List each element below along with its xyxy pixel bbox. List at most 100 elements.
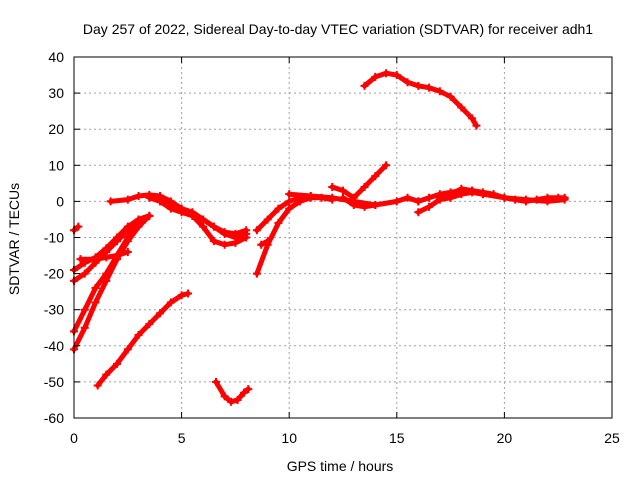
data-point bbox=[252, 226, 261, 235]
data-point bbox=[123, 233, 132, 242]
data-point bbox=[91, 298, 100, 307]
data-point bbox=[360, 182, 369, 191]
data-point bbox=[328, 182, 337, 191]
data-point bbox=[521, 195, 530, 204]
data-point bbox=[468, 114, 477, 123]
data-point bbox=[76, 255, 85, 264]
data-point bbox=[227, 397, 236, 406]
data-point bbox=[500, 193, 509, 202]
series-line-s16 bbox=[329, 162, 389, 201]
x-tick-label: 15 bbox=[389, 430, 405, 446]
data-point bbox=[145, 211, 154, 220]
data-point bbox=[328, 193, 337, 202]
data-point bbox=[145, 193, 154, 202]
data-point bbox=[80, 323, 89, 332]
data-point bbox=[274, 204, 283, 213]
data-point bbox=[134, 215, 143, 224]
data-point bbox=[382, 161, 391, 170]
data-point bbox=[156, 197, 165, 206]
data-point bbox=[382, 69, 391, 78]
data-point bbox=[360, 81, 369, 90]
y-tick-label: 0 bbox=[56, 193, 64, 209]
data-point bbox=[414, 208, 423, 217]
x-tick-label: 10 bbox=[281, 430, 297, 446]
x-tick-label: 0 bbox=[70, 430, 78, 446]
data-point bbox=[242, 226, 251, 235]
data-point bbox=[403, 193, 412, 202]
data-point bbox=[113, 359, 122, 368]
data-point bbox=[425, 202, 434, 211]
data-point bbox=[199, 222, 208, 231]
grid bbox=[74, 57, 612, 418]
series-line-s12 bbox=[254, 195, 335, 277]
data-point bbox=[80, 305, 89, 314]
data-point bbox=[414, 197, 423, 206]
data-point bbox=[134, 330, 143, 339]
data-point bbox=[263, 237, 272, 246]
y-tick-label: -20 bbox=[44, 266, 64, 282]
data-point bbox=[220, 228, 229, 237]
x-tick-label: 5 bbox=[178, 430, 186, 446]
data-point bbox=[166, 298, 175, 307]
data-point bbox=[446, 92, 455, 101]
data-point bbox=[123, 222, 132, 231]
data-point bbox=[177, 204, 186, 213]
data-point bbox=[274, 219, 283, 228]
data-point bbox=[145, 320, 154, 329]
data-point bbox=[102, 253, 111, 262]
data-point bbox=[425, 193, 434, 202]
data-point bbox=[244, 385, 253, 394]
data-point bbox=[285, 190, 294, 199]
data-point bbox=[80, 269, 89, 278]
data-point bbox=[134, 191, 143, 200]
series-line-s21 bbox=[362, 70, 479, 129]
x-axis-label: GPS time / hours bbox=[287, 458, 394, 474]
data-point bbox=[339, 193, 347, 202]
data-point bbox=[371, 201, 380, 210]
data-point bbox=[435, 193, 444, 202]
y-tick-label: -40 bbox=[44, 338, 64, 354]
data-point bbox=[257, 240, 266, 249]
series-line-s7 bbox=[95, 291, 191, 388]
data-point bbox=[123, 345, 132, 354]
data-point bbox=[220, 240, 229, 249]
data-point bbox=[91, 255, 100, 264]
x-tick-label: 20 bbox=[497, 430, 513, 446]
x-tick-label: 25 bbox=[604, 430, 620, 446]
data-point bbox=[392, 197, 401, 206]
data-point bbox=[446, 190, 455, 199]
data-point bbox=[285, 197, 294, 206]
data-point bbox=[560, 195, 569, 204]
data-point bbox=[339, 186, 347, 195]
data-point bbox=[371, 172, 380, 181]
data-point bbox=[113, 251, 122, 260]
data-point bbox=[102, 370, 111, 379]
data-point bbox=[252, 269, 261, 278]
data-series bbox=[70, 69, 569, 406]
data-point bbox=[349, 201, 358, 210]
data-point bbox=[468, 186, 477, 195]
data-point bbox=[209, 222, 218, 231]
y-tick-label: 40 bbox=[48, 49, 64, 65]
data-point bbox=[91, 284, 100, 293]
data-point bbox=[263, 215, 272, 224]
data-point bbox=[472, 121, 481, 130]
data-point bbox=[425, 83, 434, 92]
data-point bbox=[123, 247, 132, 256]
data-point bbox=[177, 291, 186, 300]
data-point bbox=[457, 103, 466, 112]
data-point bbox=[435, 87, 444, 96]
data-point bbox=[106, 197, 115, 206]
data-point bbox=[240, 388, 249, 397]
data-point bbox=[188, 208, 197, 217]
data-point bbox=[306, 191, 315, 200]
data-point bbox=[392, 71, 401, 80]
chart-title: Day 257 of 2022, Sidereal Day-to-day VTE… bbox=[83, 21, 593, 37]
y-axis-label: SDTVAR / TECUs bbox=[6, 183, 22, 295]
y-tick-label: -30 bbox=[44, 302, 64, 318]
data-point bbox=[102, 269, 111, 278]
data-point bbox=[285, 204, 294, 213]
data-point bbox=[414, 81, 423, 90]
data-point bbox=[233, 395, 242, 404]
